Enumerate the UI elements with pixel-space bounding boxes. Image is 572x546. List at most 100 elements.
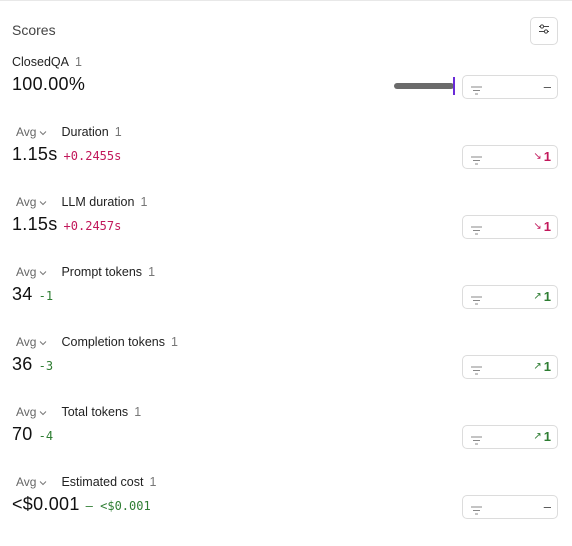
metric-count: 1 xyxy=(134,405,142,419)
metric-badge-value: 1 xyxy=(543,359,551,374)
score-value-line: 100.00% xyxy=(12,74,85,95)
aggregation-label: Avg xyxy=(16,335,37,349)
metric-name: Total tokens xyxy=(61,405,129,419)
metric-label: Avg LLM duration 1 xyxy=(12,194,147,210)
aggregation-dropdown[interactable]: Avg xyxy=(16,475,47,489)
metric-badge: ↗ 1 xyxy=(533,289,551,304)
score-progress-marker xyxy=(453,77,455,95)
score-value: 100.00% xyxy=(12,74,86,94)
metric-row: Avg Prompt tokens 1 34 -1 ↗ 1 xyxy=(0,264,572,326)
metric-delta: +0.2457s xyxy=(63,219,122,233)
metric-count: 1 xyxy=(140,195,148,209)
metric-badge: ↘ 1 xyxy=(533,149,551,164)
settings-button[interactable] xyxy=(530,17,558,45)
aggregation-dropdown[interactable]: Avg xyxy=(16,335,47,349)
aggregation-dropdown[interactable]: Avg xyxy=(16,265,47,279)
metric-delta: -4 xyxy=(38,429,54,443)
metric-badge: ↘ 1 xyxy=(533,219,551,234)
metric-filter-pill[interactable]: ↘ 1 xyxy=(462,145,558,169)
aggregation-label: Avg xyxy=(16,405,37,419)
metric-value-line: 34 -1 xyxy=(12,284,53,305)
score-count: 1 xyxy=(74,55,82,69)
metric-badge: – xyxy=(542,499,551,514)
chevron-down-icon xyxy=(36,475,47,489)
filter-icon xyxy=(471,82,482,100)
metric-value: 70 xyxy=(12,424,33,444)
aggregation-label: Avg xyxy=(16,125,37,139)
metric-label: Avg Duration 1 xyxy=(12,124,122,140)
aggregation-dropdown[interactable]: Avg xyxy=(16,195,47,209)
metric-row: Avg Total tokens 1 70 -4 ↗ 1 xyxy=(0,404,572,466)
metric-filter-pill[interactable]: ↗ 1 xyxy=(462,355,558,379)
chevron-down-icon xyxy=(36,195,47,209)
metric-value-line: <$0.001 – <$0.001 xyxy=(12,494,151,515)
top-divider xyxy=(0,0,572,1)
filter-icon xyxy=(471,292,482,310)
aggregation-dropdown[interactable]: Avg xyxy=(16,125,47,139)
metric-value: 36 xyxy=(12,354,33,374)
metric-badge-value: 1 xyxy=(543,289,551,304)
score-filter-pill[interactable]: – xyxy=(462,75,558,99)
aggregation-label: Avg xyxy=(16,195,37,209)
metric-filter-pill[interactable]: ↗ 1 xyxy=(462,285,558,309)
metric-filter-pill[interactable]: ↘ 1 xyxy=(462,215,558,239)
metric-label: Avg Completion tokens 1 xyxy=(12,334,178,350)
metric-value: <$0.001 xyxy=(12,494,80,514)
metric-name: Estimated cost xyxy=(61,475,144,489)
metric-delta: -3 xyxy=(38,359,54,373)
filter-icon xyxy=(471,152,482,170)
metric-count: 1 xyxy=(149,475,157,489)
score-progress-bar xyxy=(394,83,454,89)
metric-name: Completion tokens xyxy=(61,335,165,349)
metric-delta: -1 xyxy=(38,289,54,303)
metric-row: Avg LLM duration 1 1.15s +0.2457s ↘ xyxy=(0,194,572,256)
trend-arrow-icon: ↘ xyxy=(533,221,542,232)
score-row-closedqa: ClosedQA 1 100.00% – xyxy=(0,54,572,116)
metric-value-line: 1.15s +0.2457s xyxy=(12,214,121,235)
chevron-down-icon xyxy=(36,265,47,279)
chevron-down-icon xyxy=(36,405,47,419)
metric-badge-value: 1 xyxy=(543,219,551,234)
metric-label: Avg Total tokens 1 xyxy=(12,404,141,420)
chevron-down-icon xyxy=(36,125,47,139)
trend-arrow-icon: ↘ xyxy=(533,151,542,162)
chevron-down-icon xyxy=(36,335,47,349)
metric-badge: ↗ 1 xyxy=(533,429,551,444)
filter-icon xyxy=(471,432,482,450)
trend-arrow-icon: ↗ xyxy=(533,361,542,372)
metric-name: LLM duration xyxy=(61,195,135,209)
metric-count: 1 xyxy=(148,265,156,279)
metric-value: 34 xyxy=(12,284,33,304)
metric-filter-pill[interactable]: ↗ 1 xyxy=(462,425,558,449)
trend-arrow-icon: ↗ xyxy=(533,431,542,442)
metric-label: Avg Estimated cost 1 xyxy=(12,474,156,490)
filter-icon xyxy=(471,502,482,520)
filter-icon xyxy=(471,362,482,380)
metric-row: Avg Completion tokens 1 36 -3 ↗ xyxy=(0,334,572,396)
metric-value: 1.15s xyxy=(12,144,58,164)
section-title: Scores xyxy=(12,22,56,38)
metric-row: Avg Duration 1 1.15s +0.2455s ↘ xyxy=(0,124,572,186)
metric-value-line: 70 -4 xyxy=(12,424,53,445)
score-name: ClosedQA xyxy=(12,55,69,69)
metric-badge-value: – xyxy=(543,499,551,514)
metric-count: 1 xyxy=(114,125,122,139)
metric-filter-pill[interactable]: – xyxy=(462,495,558,519)
aggregation-label: Avg xyxy=(16,475,37,489)
metric-delta: +0.2455s xyxy=(63,149,122,163)
metric-count: 1 xyxy=(171,335,178,349)
aggregation-dropdown[interactable]: Avg xyxy=(16,405,47,419)
filter-icon xyxy=(471,222,482,240)
metric-badge-value: 1 xyxy=(543,429,551,444)
metric-delta: – <$0.001 xyxy=(85,499,151,513)
metric-value-line: 1.15s +0.2455s xyxy=(12,144,121,165)
metric-label: Avg Prompt tokens 1 xyxy=(12,264,155,280)
trend-arrow-icon: ↗ xyxy=(533,291,542,302)
metric-badge: ↗ 1 xyxy=(533,359,551,374)
metric-name: Duration xyxy=(61,125,109,139)
score-label: ClosedQA 1 xyxy=(12,54,82,70)
aggregation-label: Avg xyxy=(16,265,37,279)
sliders-icon xyxy=(538,22,550,40)
metric-value: 1.15s xyxy=(12,214,58,234)
metric-value-line: 36 -3 xyxy=(12,354,53,375)
